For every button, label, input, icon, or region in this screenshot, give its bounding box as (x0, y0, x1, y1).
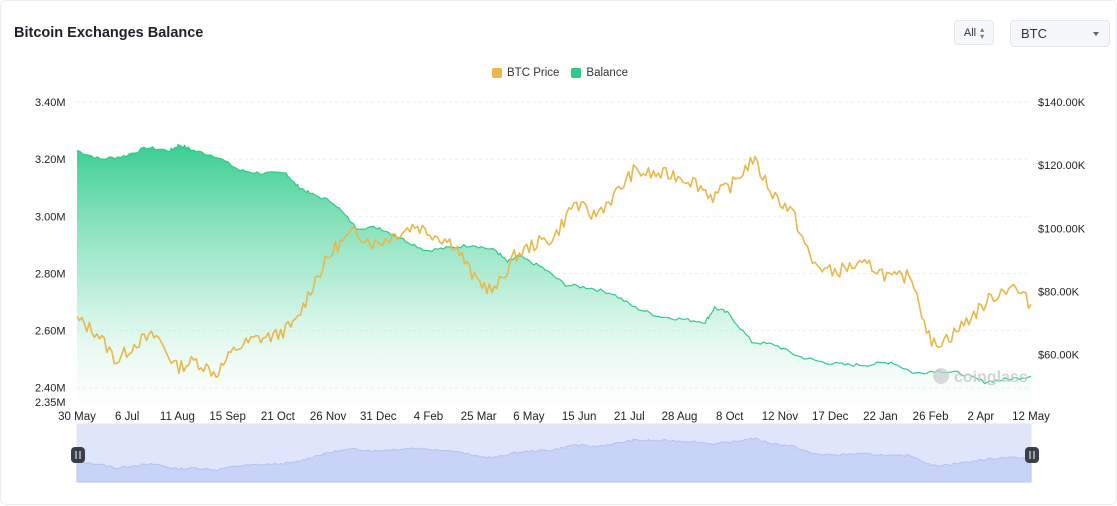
coin-select-value: BTC (1021, 26, 1047, 41)
x-tick-label: 21 Oct (261, 411, 296, 423)
y-left-tick-label: 2.60M (35, 326, 66, 338)
y-right-tick-label: $60.00K (1038, 350, 1080, 362)
legend-label: Balance (586, 67, 628, 79)
x-tick-label: 15 Sep (209, 411, 245, 423)
range-select-value: All (963, 26, 977, 39)
y-left-tick-label: 3.20M (35, 154, 66, 166)
x-tick-label: 17 Dec (812, 411, 849, 423)
y-left-tick-label: 2.40M (35, 383, 66, 395)
x-tick-label: 8 Oct (716, 411, 744, 423)
y-left-tick-label: 2.35M (35, 397, 66, 409)
x-tick-label: 6 May (513, 411, 545, 423)
x-tick-label: 26 Nov (310, 411, 347, 423)
legend-swatch (492, 68, 502, 78)
x-tick-label: 15 Jun (562, 411, 597, 423)
btc-price-line (76, 155, 1032, 379)
legend: BTC Price Balance (492, 67, 628, 79)
x-tick-label: 30 May (58, 411, 96, 423)
updown-icon: ▴ ▾ (980, 24, 985, 41)
x-tick-label: 31 Dec (360, 411, 397, 423)
watermark-logo-icon (933, 368, 949, 384)
x-tick-label: 2 Apr (967, 411, 994, 423)
y-left-tick-label: 2.80M (35, 268, 66, 280)
range-select[interactable]: All ▴ ▾ (954, 20, 994, 45)
balance-area (77, 144, 1031, 402)
x-tick-label: 12 Nov (762, 411, 799, 423)
x-tick-label: 6 Jul (115, 411, 139, 423)
x-tick-label: 28 Aug (662, 411, 698, 423)
zoom-handle-left[interactable] (71, 447, 85, 463)
legend-item-btc-price[interactable]: BTC Price (492, 67, 559, 79)
zoom-handle-right[interactable] (1025, 447, 1039, 463)
legend-label: BTC Price (507, 67, 560, 79)
y-right-tick-label: $140.00K (1038, 97, 1086, 109)
y-left-tick-label: 3.40M (35, 97, 66, 109)
x-tick-label: 22 Jan (863, 411, 898, 423)
balance-line (76, 143, 1032, 385)
x-tick-label: 12 May (1012, 411, 1050, 423)
zoom-handle-grip (1025, 447, 1039, 463)
chevron-down-icon (1093, 32, 1099, 36)
x-tick-label: 26 Feb (913, 411, 949, 423)
zoom-handle-grip (71, 447, 85, 463)
zoom-preview-area (76, 437, 1032, 483)
chart-title: Bitcoin Exchanges Balance (14, 25, 204, 41)
legend-item-balance[interactable]: Balance (571, 67, 628, 79)
y-right-tick-label: $80.00K (1038, 286, 1080, 298)
coin-select[interactable]: BTC (1010, 20, 1110, 47)
y-left-tick-label: 3.00M (35, 211, 66, 223)
x-tick-label: 11 Aug (160, 411, 195, 423)
y-right-tick-label: $100.00K (1038, 223, 1086, 235)
x-tick-label: 25 Mar (461, 411, 497, 423)
watermark-text: coinglass (954, 369, 1028, 386)
x-tick-label: 21 Jul (614, 411, 645, 423)
legend-swatch (571, 68, 582, 78)
y-right-tick-label: $120.00K (1038, 160, 1086, 172)
x-tick-label: 4 Feb (414, 411, 443, 423)
